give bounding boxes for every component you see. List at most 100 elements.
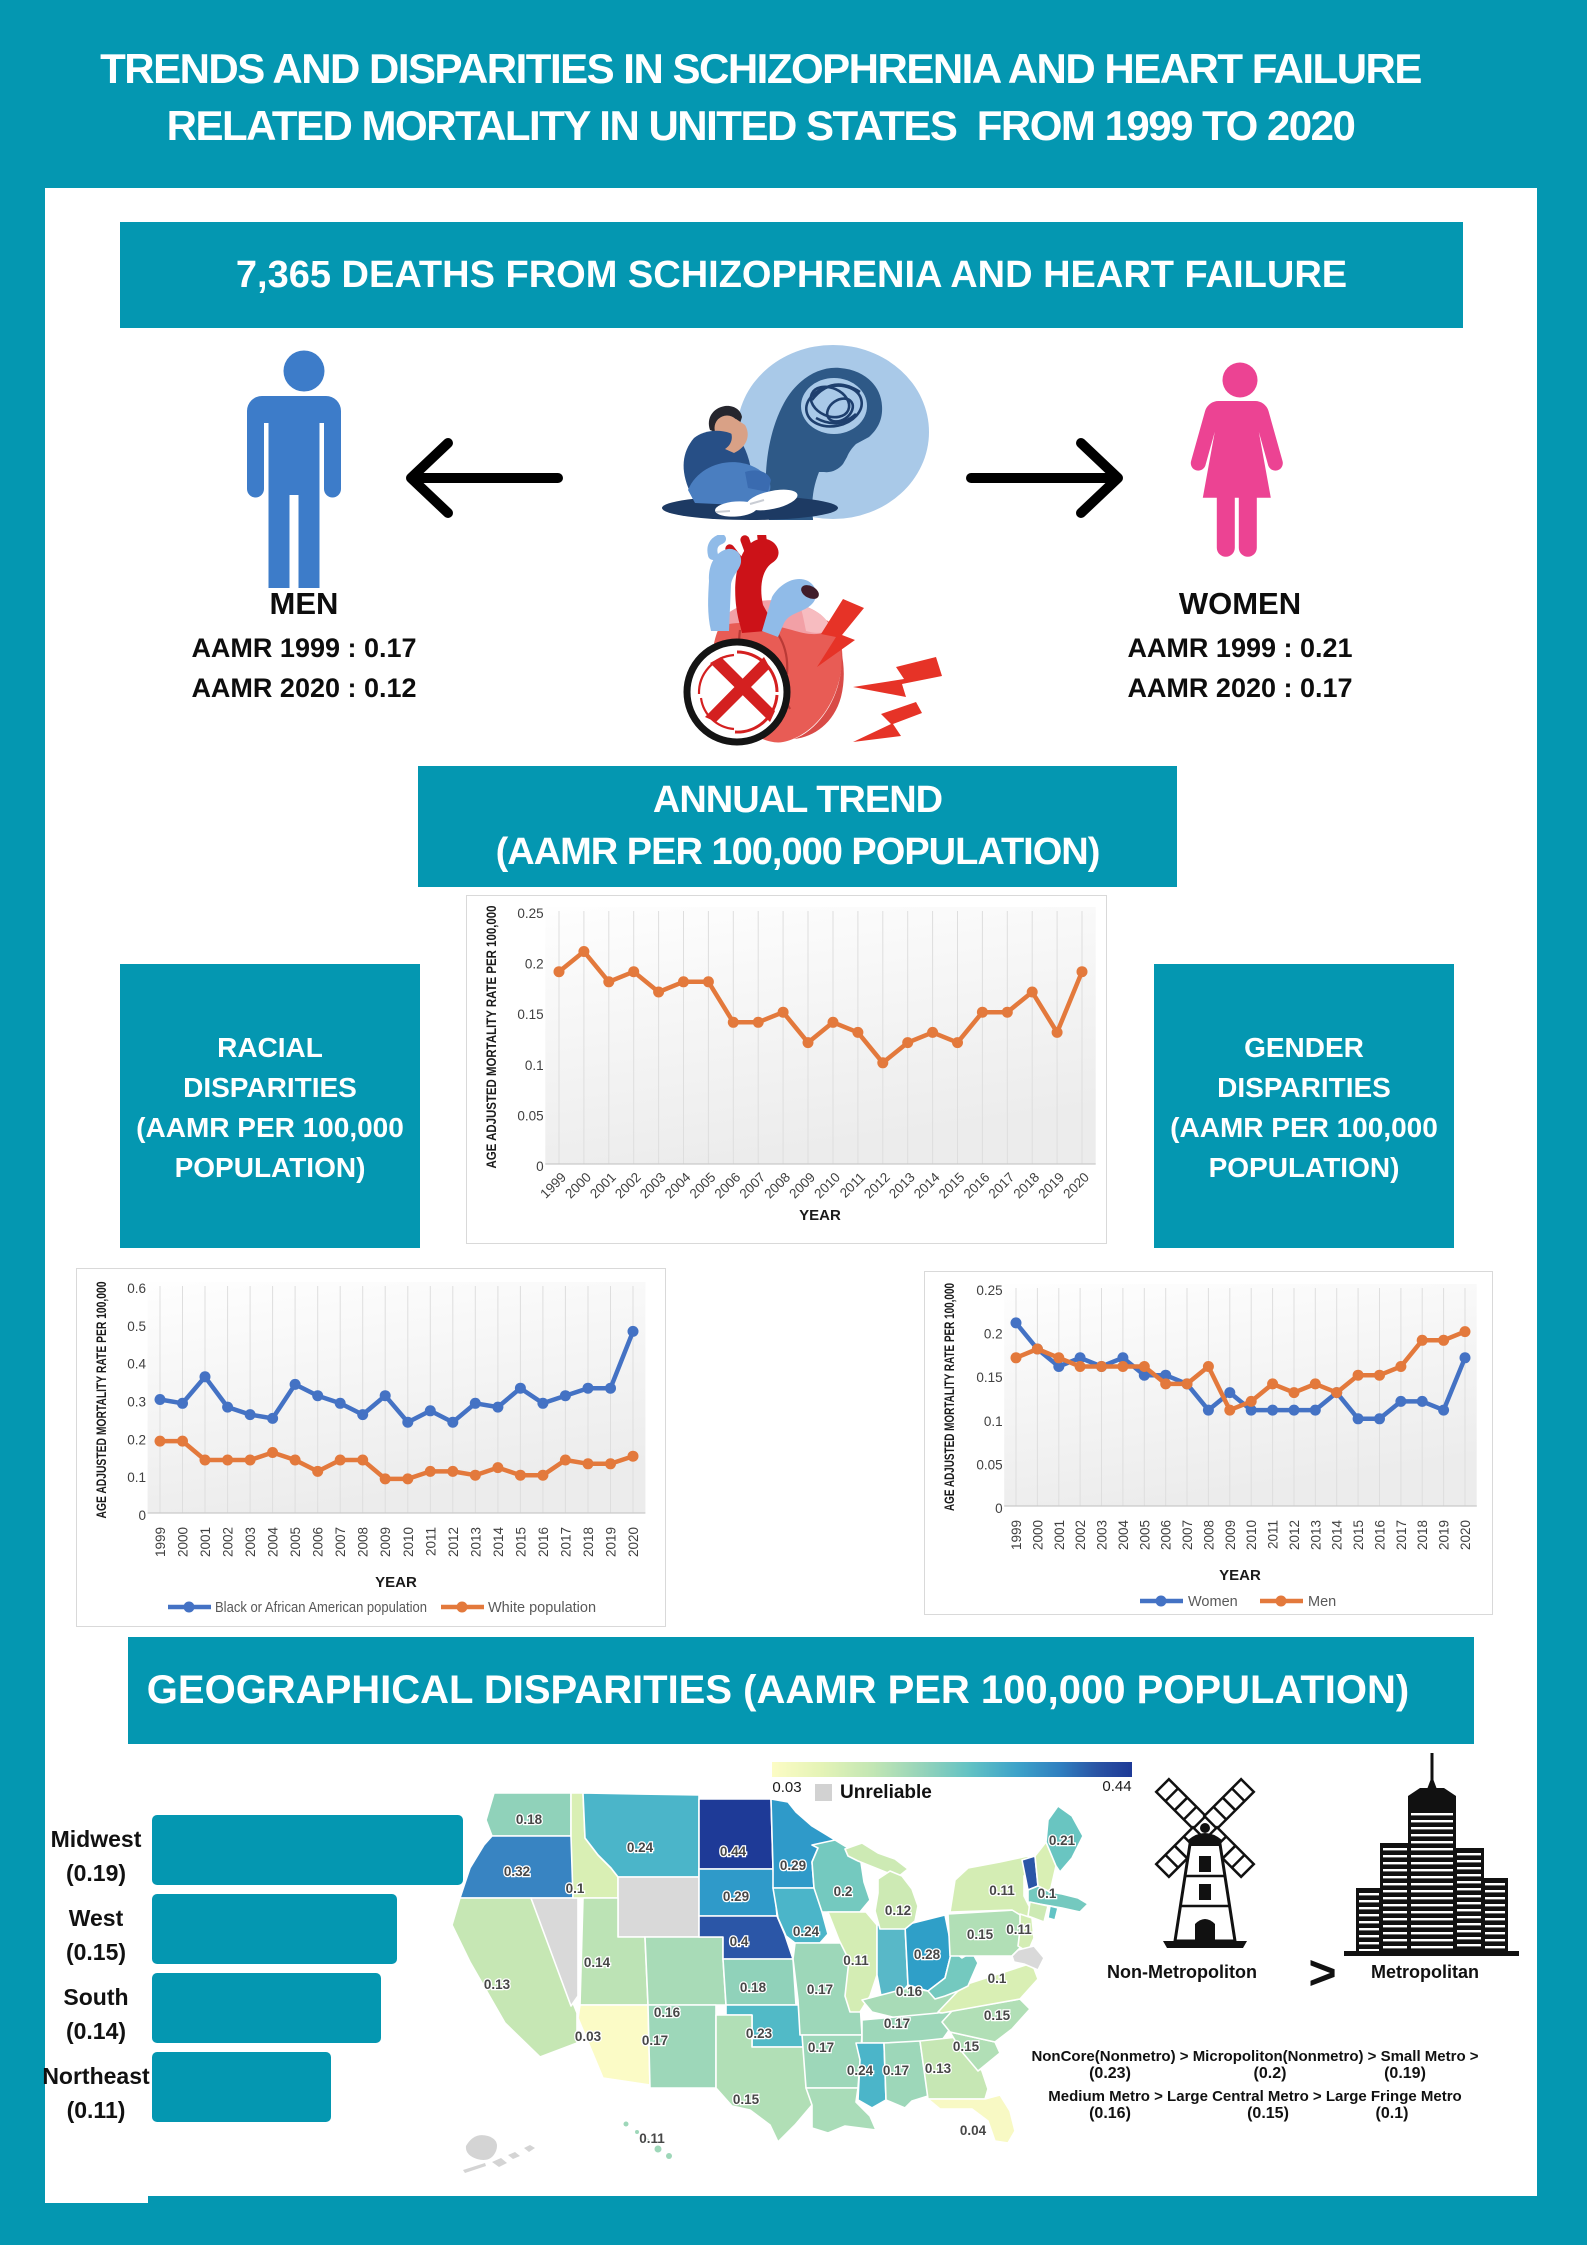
svg-text:Men: Men [1308,1594,1336,1610]
svg-text:0.24: 0.24 [793,1924,820,1939]
svg-text:0.11: 0.11 [1006,1922,1032,1937]
svg-text:2008: 2008 [356,1527,371,1557]
svg-text:0.17: 0.17 [807,1982,833,1997]
svg-text:0.11: 0.11 [843,1953,869,1968]
svg-text:0.15: 0.15 [953,2039,980,2054]
svg-text:2006: 2006 [1159,1520,1174,1550]
svg-text:0.13: 0.13 [484,1977,511,1992]
svg-text:0.11: 0.11 [639,2131,665,2146]
svg-text:0.17: 0.17 [884,2016,910,2031]
svg-text:0.04: 0.04 [960,2123,987,2138]
svg-text:2000: 2000 [1030,1520,1045,1550]
svg-text:YEAR: YEAR [375,1574,417,1591]
svg-text:2018: 2018 [581,1527,596,1557]
svg-text:0.16: 0.16 [896,1984,923,1999]
svg-text:2020: 2020 [626,1527,641,1557]
svg-text:2005: 2005 [1137,1520,1152,1550]
svg-text:0.03: 0.03 [772,1779,801,1796]
svg-text:0.3: 0.3 [127,1395,146,1410]
svg-text:Black or African American popu: Black or African American population [215,1600,427,1616]
svg-text:2005: 2005 [288,1527,303,1557]
svg-text:2011: 2011 [423,1527,438,1556]
svg-text:2018: 2018 [1415,1520,1430,1550]
svg-text:0.17: 0.17 [883,2063,909,2078]
svg-text:2004: 2004 [1116,1520,1131,1551]
svg-text:0.03: 0.03 [575,2029,602,2044]
svg-text:2016: 2016 [536,1527,551,1557]
svg-text:0.2: 0.2 [984,1327,1003,1342]
svg-text:0.17: 0.17 [642,2033,668,2048]
svg-text:1999: 1999 [153,1527,168,1557]
svg-text:2002: 2002 [1073,1520,1088,1550]
svg-text:2009: 2009 [378,1527,393,1557]
svg-text:AGE ADJUSTED MORTALITY RATE PE: AGE ADJUSTED MORTALITY RATE PER 100,000 [483,905,499,1168]
svg-text:0.11: 0.11 [989,1883,1015,1898]
svg-text:0.29: 0.29 [723,1889,749,1904]
svg-text:0.25: 0.25 [517,906,543,921]
svg-text:2001: 2001 [198,1527,213,1557]
svg-text:2015: 2015 [513,1527,528,1557]
svg-text:0.15: 0.15 [976,1370,1002,1385]
svg-text:2008: 2008 [1201,1520,1216,1550]
svg-text:0.1: 0.1 [525,1058,544,1073]
svg-text:2019: 2019 [1437,1520,1452,1550]
svg-text:2013: 2013 [468,1527,483,1557]
svg-text:Unreliable: Unreliable [840,1782,932,1803]
svg-text:2016: 2016 [1373,1520,1388,1550]
svg-text:2013: 2013 [1308,1520,1323,1550]
svg-text:0.05: 0.05 [976,1457,1002,1472]
svg-text:0.44: 0.44 [1102,1778,1131,1795]
svg-text:YEAR: YEAR [799,1207,841,1224]
svg-text:2007: 2007 [1180,1520,1195,1550]
svg-text:0.29: 0.29 [780,1858,806,1873]
svg-text:AGE ADJUSTED MORTALITY RATE PE: AGE ADJUSTED MORTALITY RATE PER 100,000 [941,1283,957,1511]
svg-text:0: 0 [536,1159,544,1174]
svg-text:0.2: 0.2 [525,957,544,972]
svg-text:0.2: 0.2 [834,1884,853,1899]
svg-text:0.15: 0.15 [733,2092,760,2107]
svg-text:0.18: 0.18 [740,1980,767,1995]
svg-text:AGE ADJUSTED MORTALITY RATE PE: AGE ADJUSTED MORTALITY RATE PER 100,000 [93,1281,109,1518]
svg-text:0.1: 0.1 [127,1470,146,1485]
svg-text:0.25: 0.25 [976,1283,1002,1298]
svg-text:2010: 2010 [401,1527,416,1557]
svg-text:0.18: 0.18 [516,1812,543,1827]
svg-text:0.1: 0.1 [984,1414,1003,1429]
svg-text:White population: White population [488,1600,596,1616]
svg-text:2006: 2006 [311,1527,326,1557]
svg-text:YEAR: YEAR [1219,1567,1261,1584]
svg-text:2015: 2015 [1351,1520,1366,1550]
svg-text:0.1: 0.1 [1038,1886,1057,1901]
svg-text:0.1: 0.1 [988,1971,1007,1986]
svg-text:2014: 2014 [1330,1520,1345,1551]
svg-text:2003: 2003 [243,1527,258,1557]
svg-text:0.5: 0.5 [127,1319,146,1334]
svg-text:2012: 2012 [1287,1520,1302,1550]
svg-text:0.24: 0.24 [627,1840,654,1855]
svg-text:0.05: 0.05 [517,1108,543,1123]
svg-text:2017: 2017 [558,1527,573,1557]
svg-text:2010: 2010 [1244,1520,1259,1550]
svg-text:0: 0 [138,1508,146,1523]
svg-text:2002: 2002 [221,1527,236,1557]
svg-text:0.2: 0.2 [127,1432,146,1447]
svg-text:0.44: 0.44 [720,1844,747,1859]
svg-text:2001: 2001 [1052,1520,1067,1550]
svg-text:0.15: 0.15 [967,1927,994,1942]
svg-text:0.24: 0.24 [847,2063,874,2078]
svg-text:0.16: 0.16 [654,2005,681,2020]
svg-text:2019: 2019 [604,1527,619,1557]
svg-text:2017: 2017 [1394,1520,1409,1550]
svg-text:2007: 2007 [333,1527,348,1557]
svg-text:0.23: 0.23 [746,2026,773,2041]
svg-text:2003: 2003 [1095,1520,1110,1550]
svg-text:0.15: 0.15 [517,1007,543,1022]
svg-text:2004: 2004 [266,1527,281,1558]
svg-text:0.6: 0.6 [127,1281,146,1296]
svg-text:2000: 2000 [176,1527,191,1557]
svg-text:0.28: 0.28 [914,1947,941,1962]
svg-text:1999: 1999 [1009,1520,1024,1550]
svg-text:0.15: 0.15 [984,2008,1011,2023]
svg-text:0.12: 0.12 [885,1903,911,1918]
svg-text:2009: 2009 [1223,1520,1238,1550]
